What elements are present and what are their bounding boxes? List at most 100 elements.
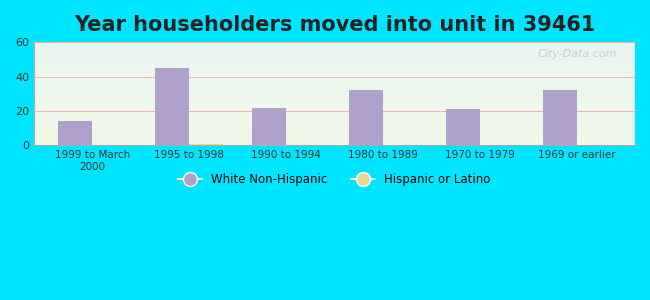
Bar — [34, 85, 635, 86]
Bar — [34, 128, 635, 129]
Bar — [34, 108, 635, 109]
Bar — [155, 68, 189, 146]
Bar — [34, 61, 635, 62]
Bar — [34, 90, 635, 91]
Bar — [34, 58, 635, 60]
Bar — [34, 93, 635, 94]
Bar — [34, 70, 635, 71]
Bar — [34, 106, 635, 107]
Bar — [34, 99, 635, 100]
Bar — [34, 48, 635, 49]
Bar — [34, 102, 635, 103]
Bar — [34, 114, 635, 116]
Bar — [34, 110, 635, 111]
Bar — [34, 107, 635, 108]
Bar — [34, 125, 635, 126]
Bar — [34, 103, 635, 104]
Bar — [34, 113, 635, 114]
Bar — [34, 118, 635, 119]
Bar — [34, 144, 635, 145]
Bar — [34, 111, 635, 112]
Bar — [34, 123, 635, 124]
Bar — [34, 134, 635, 135]
Bar — [34, 71, 635, 72]
Title: Year householders moved into unit in 39461: Year householders moved into unit in 394… — [74, 15, 595, 35]
Bar — [34, 126, 635, 127]
Legend: White Non-Hispanic, Hispanic or Latino: White Non-Hispanic, Hispanic or Latino — [174, 169, 495, 191]
Bar — [34, 66, 635, 67]
Bar — [34, 137, 635, 138]
Bar — [34, 67, 635, 68]
Bar — [34, 86, 635, 88]
Bar — [58, 121, 92, 146]
Bar — [34, 131, 635, 132]
Bar — [34, 52, 635, 53]
Bar — [34, 140, 635, 141]
Bar — [34, 68, 635, 69]
Bar — [34, 141, 635, 142]
Bar — [34, 81, 635, 83]
Bar — [34, 124, 635, 125]
Bar — [34, 76, 635, 77]
Bar — [34, 95, 635, 96]
Bar — [34, 63, 635, 64]
Bar — [34, 73, 635, 74]
Bar — [34, 120, 635, 121]
Bar — [34, 65, 635, 66]
Bar — [34, 45, 635, 46]
Bar — [543, 90, 577, 146]
Bar — [34, 130, 635, 131]
Bar — [34, 83, 635, 85]
Bar — [34, 112, 635, 113]
Text: City-Data.com: City-Data.com — [538, 49, 617, 59]
Bar — [34, 56, 635, 57]
Bar — [34, 96, 635, 97]
Bar — [34, 94, 635, 95]
Bar — [34, 51, 635, 52]
Bar — [34, 98, 635, 99]
Bar — [34, 72, 635, 73]
Bar — [189, 144, 223, 146]
Bar — [34, 46, 635, 47]
Bar — [34, 91, 635, 92]
Bar — [34, 136, 635, 137]
Bar — [34, 142, 635, 143]
Bar — [34, 78, 635, 79]
Bar — [34, 50, 635, 51]
Bar — [34, 138, 635, 139]
Bar — [34, 42, 635, 43]
Bar — [34, 60, 635, 61]
Bar — [34, 55, 635, 56]
Bar — [34, 127, 635, 128]
Bar — [34, 116, 635, 118]
Bar — [34, 109, 635, 110]
Bar — [34, 104, 635, 105]
Bar — [34, 132, 635, 133]
Bar — [34, 77, 635, 78]
Bar — [34, 118, 635, 120]
Bar — [34, 69, 635, 70]
Bar — [34, 129, 635, 130]
Bar — [34, 139, 635, 140]
Bar — [34, 122, 635, 123]
Bar — [34, 62, 635, 63]
Bar — [34, 100, 635, 101]
Bar — [34, 47, 635, 48]
Bar — [34, 105, 635, 106]
Bar — [34, 74, 635, 75]
Bar — [34, 85, 635, 86]
Bar — [34, 97, 635, 98]
Bar — [446, 109, 480, 146]
Bar — [252, 107, 286, 146]
Bar — [349, 90, 383, 146]
Bar — [34, 135, 635, 136]
Bar — [34, 75, 635, 76]
Bar — [34, 79, 635, 80]
Bar — [34, 53, 635, 55]
Bar — [34, 64, 635, 65]
Bar — [34, 57, 635, 58]
Bar — [34, 44, 635, 45]
Bar — [34, 143, 635, 144]
Bar — [34, 82, 635, 83]
Bar — [34, 88, 635, 90]
